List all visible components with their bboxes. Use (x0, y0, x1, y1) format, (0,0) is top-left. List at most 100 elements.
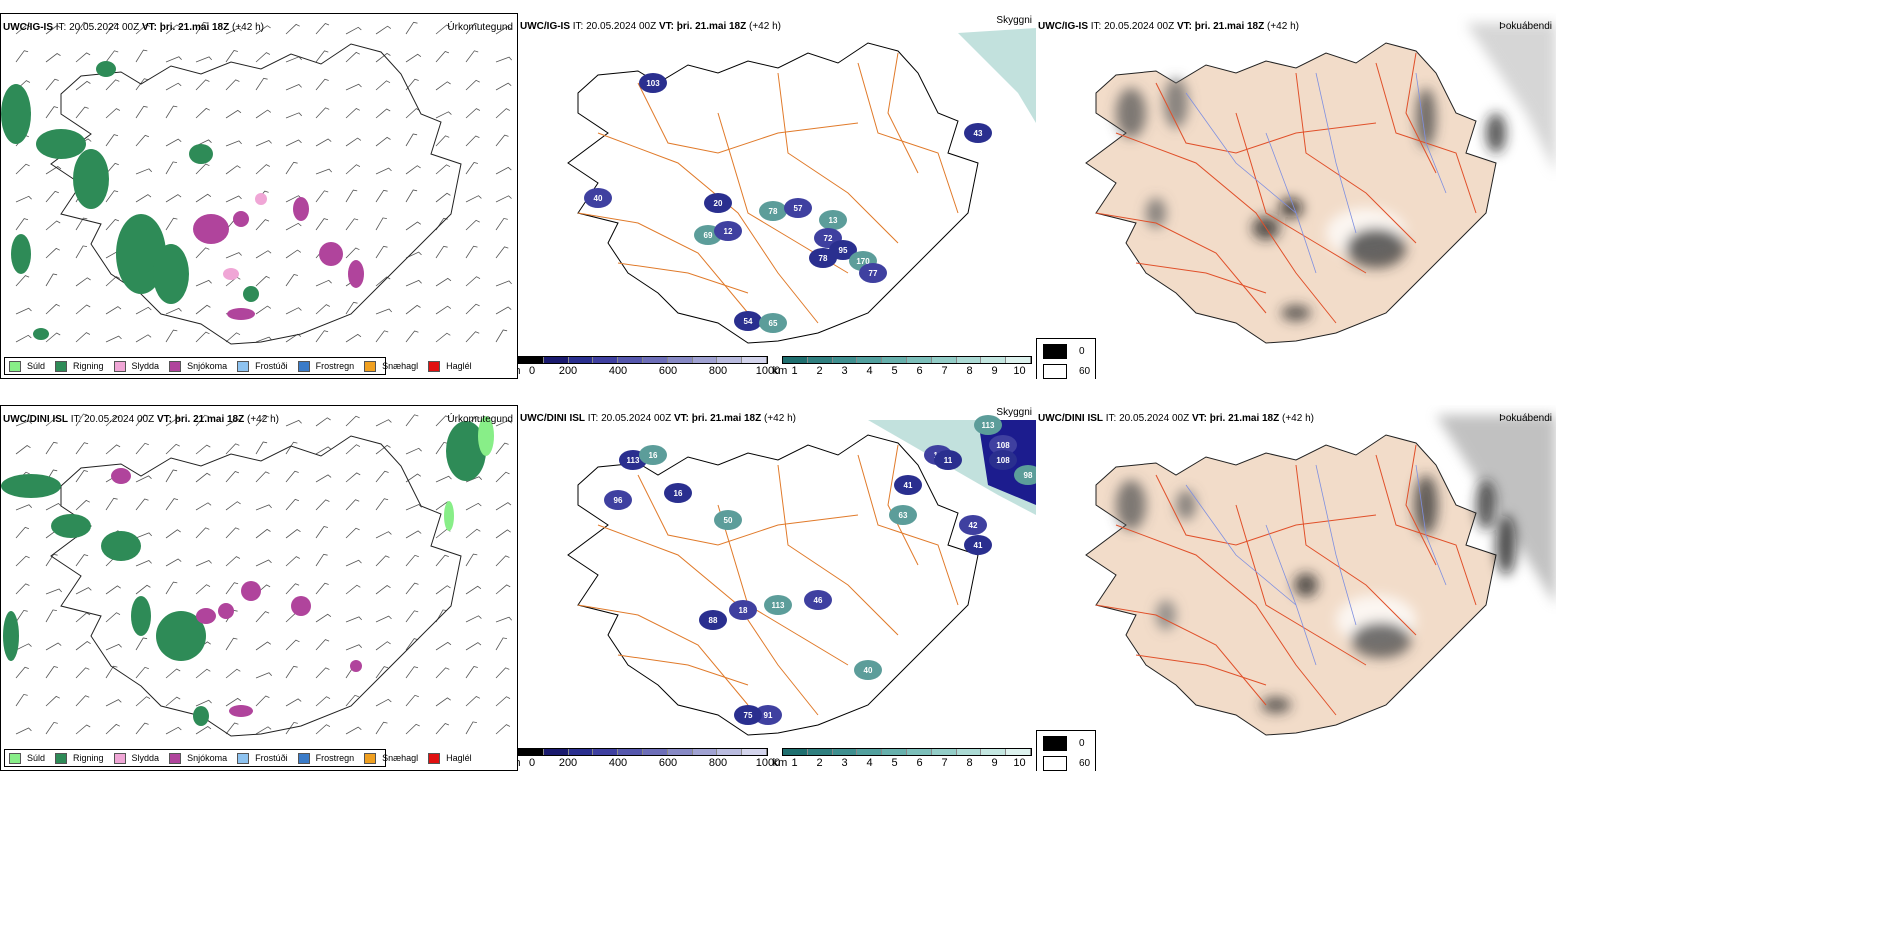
legend-item: Súld (9, 752, 46, 764)
wind-barb (255, 672, 272, 679)
wind-barb (405, 666, 419, 679)
wind-barb (315, 667, 330, 679)
wind-barb (165, 529, 181, 539)
wind-barb (225, 195, 242, 203)
ceiling-label: 75 (744, 711, 753, 720)
wind-barb (255, 528, 271, 539)
wind-barb (495, 555, 510, 567)
wind-barb (315, 304, 330, 315)
vt-label: VT: (156, 414, 172, 425)
wind-barb (345, 83, 362, 91)
colorbar-tick: 600 (658, 757, 678, 769)
it-value: 20.05.2024 00Z (1119, 413, 1190, 424)
wind-barb (135, 722, 149, 735)
wind-barb (285, 441, 298, 455)
cloud-panel-bottom: 1131696165018881134641631911113108108984… (518, 405, 1036, 771)
wind-barb (285, 161, 298, 175)
wind-barb (255, 77, 268, 91)
road-line (1235, 504, 1367, 666)
fog-legend-top: 0 60 (1036, 338, 1096, 379)
colorbar-tick: 0 (528, 757, 536, 769)
wind-barb (465, 195, 482, 203)
wind-barb (225, 332, 241, 343)
wind-barb (345, 26, 362, 35)
wind-barb (465, 615, 482, 623)
header-bottom-precip: UWC/DINI ISL IT: 20.05.2024 00Z VT: þri.… (3, 414, 279, 425)
visibility-cells (782, 356, 1032, 364)
wind-barb (195, 163, 210, 175)
wind-barb (75, 245, 88, 259)
wind-barb (105, 723, 120, 735)
model-name: UWC/DINI ISL (520, 413, 585, 424)
precip-type-panel-bottom: UWC/DINI ISL IT: 20.05.2024 00Z VT: þri.… (0, 405, 518, 771)
road-line (1115, 524, 1337, 716)
road-line (1405, 52, 1437, 174)
ceiling-patch (759, 201, 787, 221)
ceiling-patch (829, 240, 857, 260)
wind-barb (165, 443, 180, 455)
fog-legend-row: 0 (1043, 736, 1095, 751)
legend-label: Súld (27, 753, 46, 763)
precip-area (101, 531, 141, 561)
wind-barb (345, 218, 359, 231)
legend-label: Snæhagl (382, 361, 419, 371)
colorbar-unit: m (518, 757, 521, 769)
ceiling-label: 77 (869, 269, 878, 278)
legend-swatch (364, 360, 377, 372)
wind-barb (255, 275, 270, 287)
ceiling-label: 12 (724, 227, 733, 236)
legend-swatch (113, 752, 126, 764)
colorbar-cell (717, 357, 743, 363)
visibility-ticks: km 1 2 3 4 5 6 7 8 9 10 (773, 364, 1032, 378)
wind-barb (405, 53, 422, 63)
precip-area (233, 211, 249, 227)
road-line (717, 504, 849, 666)
colorbar-cell (832, 357, 858, 363)
colorbar-cell (742, 357, 767, 363)
road-line (637, 474, 859, 546)
wind-barb (165, 329, 178, 343)
colorbar-tick: 9 (991, 365, 998, 377)
wind-barb (495, 637, 508, 651)
ceiling-patch (759, 313, 787, 333)
vt-value: þri. 21.mai 18Z (159, 22, 230, 33)
wind-barb (315, 474, 332, 483)
road-line (1155, 82, 1377, 154)
precip-area (156, 611, 206, 661)
vt-value: þri. 21.mai 18Z (691, 413, 762, 424)
road-line (617, 654, 749, 686)
wind-barb (405, 638, 419, 651)
wind-barb (45, 416, 61, 427)
fog-legend-row: 60 (1043, 364, 1095, 379)
wind-barb (495, 166, 512, 175)
road-line (887, 52, 919, 174)
wind-barb (345, 247, 360, 259)
ceiling-label: 54 (744, 317, 753, 326)
fog-title: Þokuábendi (1499, 21, 1552, 32)
colorbar-tick: 2 (816, 757, 823, 769)
colorbar-unit: km (772, 757, 788, 769)
ceiling-patch (734, 311, 762, 331)
wind-barb (105, 108, 121, 119)
ceiling-patch (854, 660, 882, 680)
road-line (597, 132, 819, 324)
colorbar-cell (906, 749, 932, 755)
colorbar-cell (882, 357, 907, 363)
wind-barb (195, 21, 208, 35)
wind-barb (75, 724, 91, 735)
colorbar-cell (519, 357, 544, 363)
wind-barb (45, 303, 60, 315)
colorbar-tick: 800 (708, 365, 728, 377)
legend-label: Snjókoma (187, 361, 228, 371)
wind-barb (165, 161, 178, 175)
ceiling-patch (639, 73, 667, 93)
wind-barb (465, 79, 480, 91)
fog-area (1351, 622, 1411, 658)
wind-barb (15, 526, 30, 539)
legend-item: Rigning (55, 360, 104, 372)
fog-area (1146, 198, 1166, 228)
colorbar-cell (642, 357, 668, 363)
wind-barb (255, 164, 270, 175)
colorbar-tick: 6 (916, 365, 923, 377)
fog-area (1486, 113, 1506, 153)
